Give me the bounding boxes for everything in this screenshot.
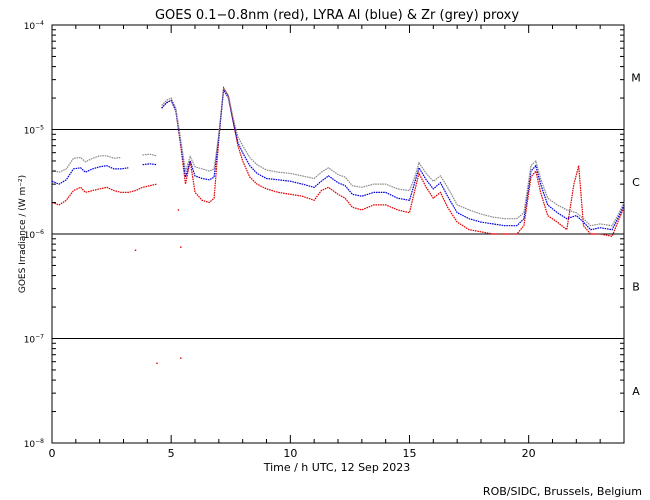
- series-line-0: [51, 86, 625, 237]
- x-tick-label: 20: [522, 447, 536, 460]
- x-tick-label: 5: [168, 447, 175, 460]
- y-tick-label: 10−5: [24, 125, 44, 137]
- flare-class-label-M: M: [631, 71, 641, 84]
- x-tick-label: 15: [403, 447, 417, 460]
- chart-title: GOES 0.1−0.8nm (red), LYRA Al (blue) & Z…: [155, 8, 519, 23]
- series-line-1: [51, 87, 625, 231]
- y-axis: 10−8 10−7 10−6 10−5 10−4: [24, 20, 624, 450]
- flare-class-label-B: B: [632, 280, 640, 293]
- stray-point: [134, 249, 137, 251]
- y-axis-label: GOES Irradiance / (W m⁻²): [18, 175, 28, 293]
- x-axis-label: Time / h UTC, 12 Sep 2023: [263, 461, 411, 474]
- x-axis: 0 5 10 15 20: [49, 25, 625, 460]
- stray-point: [156, 362, 158, 365]
- y-tick-label: 10−6: [24, 229, 44, 241]
- y-tick-label: 10−7: [24, 334, 44, 346]
- series-layer: [51, 86, 625, 365]
- flare-class-label-A: A: [632, 385, 640, 398]
- flare-class-lines: [52, 129, 624, 339]
- flare-class-labels: A B C M: [631, 71, 641, 398]
- credit-text: ROB/SIDC, Brussels, Belgium: [483, 485, 642, 498]
- stray-point: [180, 357, 182, 359]
- series-line-2: [51, 86, 625, 227]
- y-tick-label: 10−4: [24, 20, 44, 32]
- x-tick-label: 0: [49, 447, 56, 460]
- flare-class-label-C: C: [632, 176, 640, 189]
- stray-point: [180, 246, 182, 248]
- y-tick-label: 10−8: [24, 438, 44, 450]
- stray-point: [177, 209, 180, 211]
- x-tick-label: 10: [283, 447, 297, 460]
